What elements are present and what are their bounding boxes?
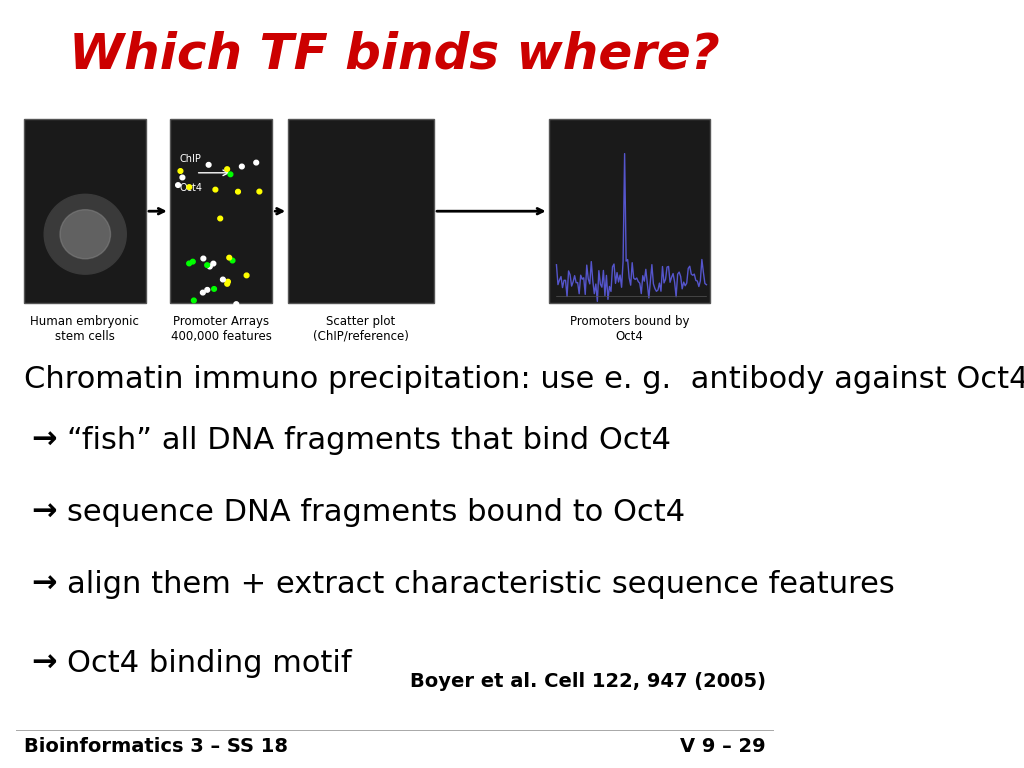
- Text: Oct4: Oct4: [180, 183, 203, 193]
- Circle shape: [227, 255, 231, 260]
- Circle shape: [213, 187, 218, 192]
- FancyBboxPatch shape: [170, 119, 272, 303]
- Circle shape: [254, 161, 259, 165]
- Circle shape: [218, 216, 222, 220]
- Circle shape: [244, 273, 249, 278]
- Text: V 9 – 29: V 9 – 29: [680, 737, 766, 756]
- Circle shape: [178, 169, 183, 174]
- Text: Oct4 binding motif: Oct4 binding motif: [68, 649, 351, 678]
- Circle shape: [191, 298, 197, 303]
- Text: Chromatin immuno precipitation: use e. g.  antibody against Oct4: Chromatin immuno precipitation: use e. g…: [24, 365, 1024, 394]
- Circle shape: [225, 280, 230, 284]
- Circle shape: [220, 277, 225, 282]
- Circle shape: [201, 257, 206, 261]
- Circle shape: [205, 263, 210, 267]
- Circle shape: [176, 183, 180, 187]
- Text: Human embryonic
stem cells: Human embryonic stem cells: [31, 315, 139, 343]
- Text: align them + extract characteristic sequence features: align them + extract characteristic sequ…: [68, 570, 895, 599]
- Circle shape: [230, 258, 234, 263]
- Circle shape: [187, 185, 191, 190]
- Text: Boyer et al. Cell 122, 947 (2005): Boyer et al. Cell 122, 947 (2005): [410, 672, 766, 691]
- Text: →: →: [32, 649, 57, 678]
- Circle shape: [240, 164, 244, 169]
- FancyBboxPatch shape: [549, 119, 711, 303]
- Text: sequence DNA fragments bound to Oct4: sequence DNA fragments bound to Oct4: [68, 498, 685, 527]
- Circle shape: [208, 264, 212, 269]
- Circle shape: [205, 287, 210, 292]
- Circle shape: [212, 286, 216, 291]
- Text: Scatter plot
(ChIP/reference): Scatter plot (ChIP/reference): [313, 315, 409, 343]
- Text: Promoters bound by
Oct4: Promoters bound by Oct4: [569, 315, 689, 343]
- Circle shape: [60, 210, 111, 259]
- Circle shape: [190, 260, 196, 264]
- Text: Bioinformatics 3 – SS 18: Bioinformatics 3 – SS 18: [24, 737, 288, 756]
- Circle shape: [201, 290, 205, 295]
- Circle shape: [180, 175, 184, 180]
- Circle shape: [236, 190, 241, 194]
- Text: →: →: [32, 498, 57, 527]
- Circle shape: [228, 172, 232, 177]
- Circle shape: [206, 163, 211, 167]
- Text: ChIP: ChIP: [180, 154, 202, 164]
- Text: Which TF binds where?: Which TF binds where?: [70, 31, 720, 79]
- Circle shape: [44, 194, 126, 274]
- FancyBboxPatch shape: [24, 119, 146, 303]
- Text: “fish” all DNA fragments that bind Oct4: “fish” all DNA fragments that bind Oct4: [68, 426, 671, 455]
- Circle shape: [186, 261, 191, 266]
- Circle shape: [225, 167, 229, 171]
- Text: →: →: [32, 426, 57, 455]
- Circle shape: [257, 189, 262, 194]
- Text: →: →: [32, 570, 57, 599]
- FancyBboxPatch shape: [15, 730, 773, 731]
- Circle shape: [225, 282, 229, 286]
- Circle shape: [233, 302, 239, 306]
- Circle shape: [211, 261, 216, 266]
- FancyBboxPatch shape: [288, 119, 434, 303]
- Text: Promoter Arrays
400,000 features: Promoter Arrays 400,000 features: [171, 315, 271, 343]
